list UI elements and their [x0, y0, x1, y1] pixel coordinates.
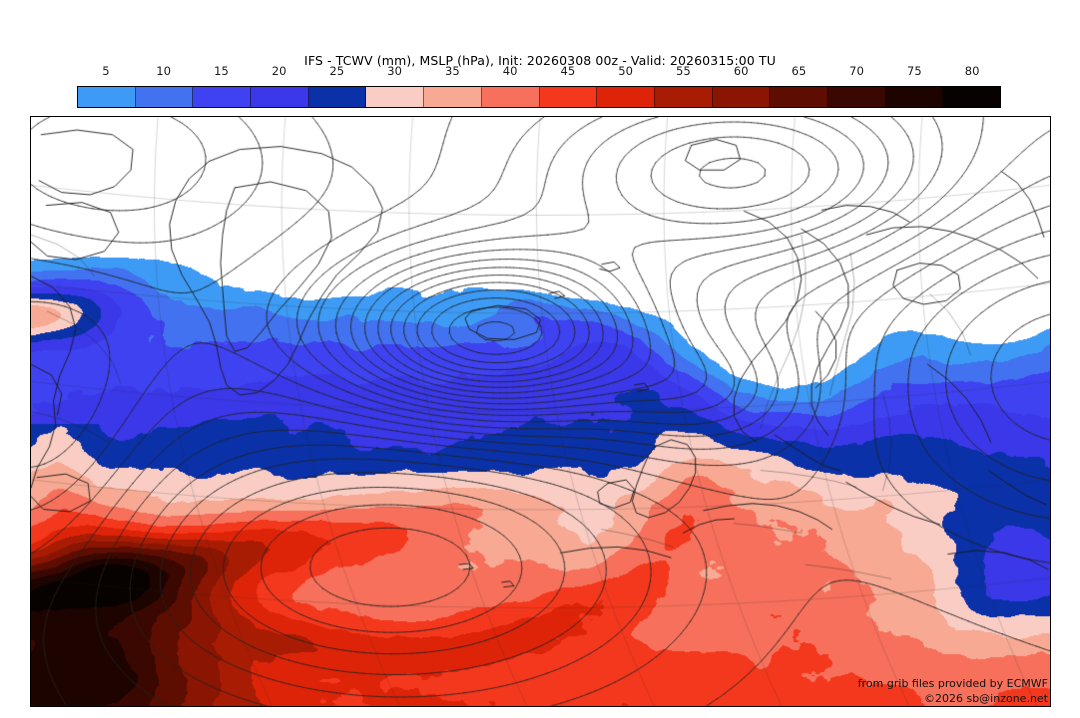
- colorbar-swatch: [193, 87, 252, 107]
- colorbar-swatches: [77, 86, 1001, 108]
- colorbar-swatch: [539, 87, 598, 107]
- colorbar-tick-label: 80: [964, 64, 980, 78]
- map-panel[interactable]: [30, 116, 1051, 707]
- colorbar-tick-label: 20: [271, 64, 287, 78]
- colorbar-swatch: [712, 87, 771, 107]
- colorbar-tick-label: 50: [618, 64, 633, 78]
- colorbar-tick-label: 55: [676, 64, 691, 78]
- colorbar-swatch: [135, 87, 194, 107]
- colorbar-swatch: [654, 87, 713, 107]
- colorbar-swatch: [827, 87, 886, 107]
- colorbar-swatch: [885, 87, 944, 107]
- map-render-canvas[interactable]: [31, 117, 1050, 706]
- colorbar-tick-label: 30: [387, 64, 402, 78]
- colorbar-swatch: [943, 87, 1000, 107]
- colorbar: [77, 86, 1001, 108]
- page-title: IFS - TCWV (mm), MSLP (hPa), Init: 20260…: [304, 53, 776, 68]
- colorbar-tick-label: 15: [214, 64, 229, 78]
- colorbar-tick-label: 45: [560, 64, 576, 78]
- colorbar-tick-label: 25: [329, 64, 345, 78]
- colorbar-tick-label: 40: [502, 64, 518, 78]
- colorbar-swatch: [78, 87, 136, 107]
- colorbar-tick-label: 70: [849, 64, 864, 78]
- colorbar-tick-label: 75: [907, 64, 922, 78]
- colorbar-swatch: [251, 87, 309, 107]
- colorbar-swatch: [366, 87, 425, 107]
- colorbar-tick-label: 60: [733, 64, 749, 78]
- colorbar-swatch: [424, 87, 482, 107]
- colorbar-swatch: [597, 87, 655, 107]
- colorbar-tick-label: 65: [791, 64, 807, 78]
- colorbar-tick-label: 10: [156, 64, 171, 78]
- colorbar-swatch: [308, 87, 367, 107]
- colorbar-tick-label: 5: [102, 64, 110, 78]
- colorbar-tick-label: 35: [445, 64, 460, 78]
- colorbar-tick-labels: 5 10 15 20 25 30 35 40 45 50 55 60 65 70 75 80: [77, 64, 1001, 80]
- colorbar-swatch: [481, 87, 540, 107]
- colorbar-swatch: [770, 87, 828, 107]
